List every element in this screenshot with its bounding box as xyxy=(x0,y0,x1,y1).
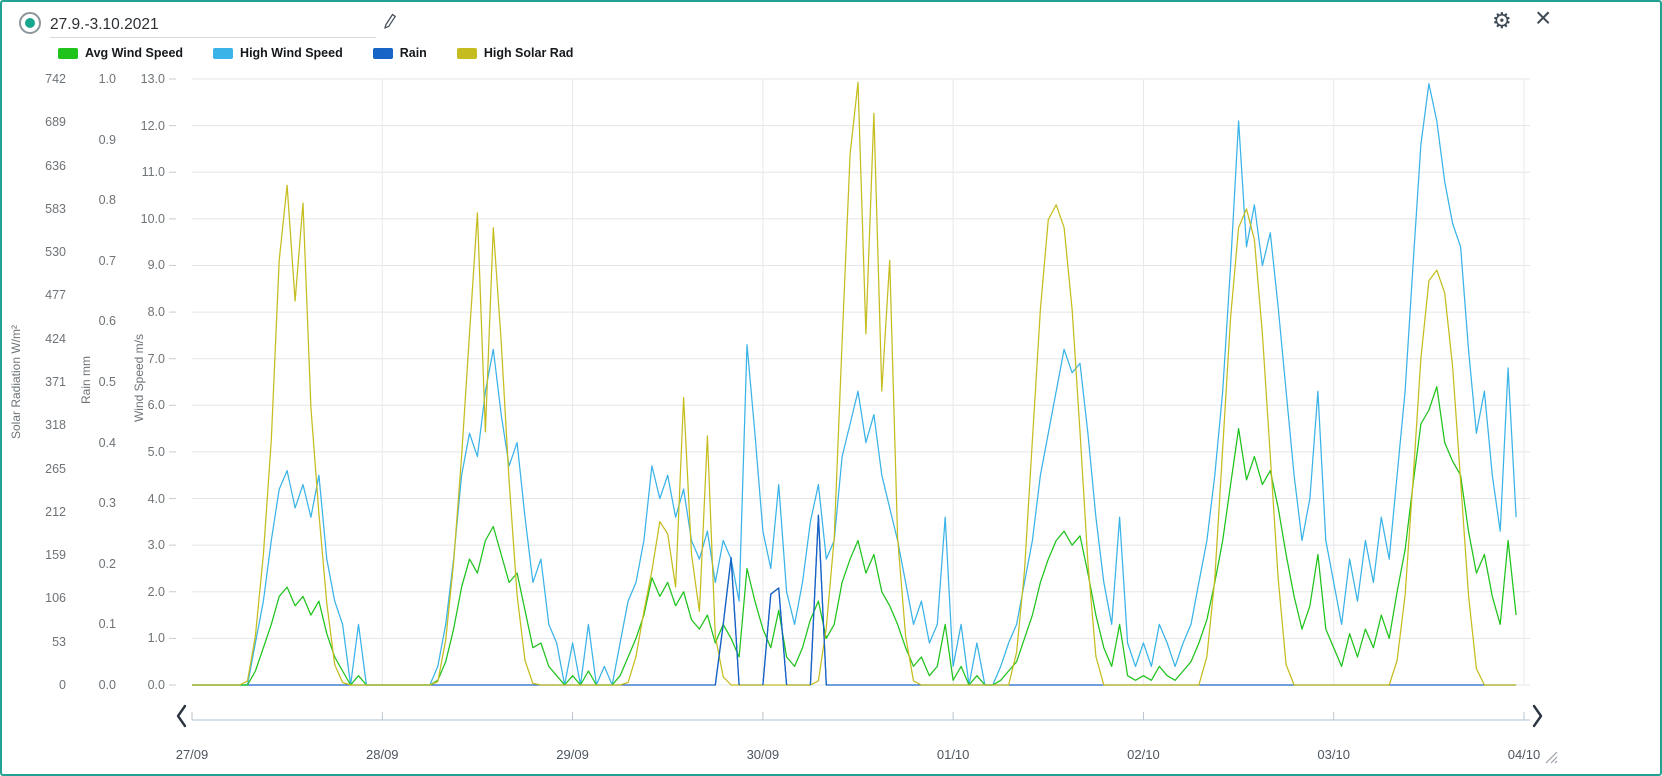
wind-tick-label: 11.0 xyxy=(141,165,165,180)
rain-tick-label: 0.9 xyxy=(98,132,116,147)
x-axis-date-label: 01/10 xyxy=(936,747,970,762)
wind-tick-label: 10.0 xyxy=(140,211,165,226)
solar-tick-label: 159 xyxy=(45,548,66,563)
wind-tick-label: 5.0 xyxy=(147,444,165,459)
wind-tick-label: 0.0 xyxy=(147,678,165,692)
x-axis-date-label: 03/10 xyxy=(1317,747,1350,762)
pan-right-arrow-icon[interactable] xyxy=(1531,703,1545,732)
rain-tick-label: 0.0 xyxy=(98,678,116,692)
solar-tick-label: 212 xyxy=(45,504,66,519)
solar-tick-label: 636 xyxy=(45,158,66,173)
series-line-high-wind-speed xyxy=(192,83,1517,686)
legend-swatch-avg-wind xyxy=(58,47,78,59)
series-line-rain xyxy=(809,514,827,686)
legend-label: High Wind Speed xyxy=(240,46,343,60)
solar-tick-label: 477 xyxy=(45,288,66,303)
radio-selected-indicator[interactable] xyxy=(19,12,41,34)
wind-tick-label: 3.0 xyxy=(147,538,165,553)
solar-tick-label: 689 xyxy=(45,115,66,130)
wind-tick-label: 9.0 xyxy=(147,258,165,273)
solar-tick-label: 0 xyxy=(59,678,66,692)
rain-tick-label: 0.3 xyxy=(98,496,116,511)
rain-tick-label: 1.0 xyxy=(98,72,116,86)
solar-tick-label: 742 xyxy=(45,72,66,86)
edit-pencil-icon[interactable] xyxy=(382,13,397,32)
legend-item-rain[interactable]: Rain xyxy=(372,46,427,60)
series-line-rain xyxy=(192,514,1517,686)
series-line-rain xyxy=(714,557,740,686)
legend-item-avg-wind-speed[interactable]: Avg Wind Speed xyxy=(58,46,183,60)
legend-label: Avg Wind Speed xyxy=(85,46,184,60)
legend-label: High Solar Rad xyxy=(483,46,574,60)
x-axis-date-label: 30/09 xyxy=(746,747,780,762)
pan-left-arrow-icon[interactable] xyxy=(174,703,188,732)
settings-gear-icon[interactable]: ⚙ xyxy=(1492,8,1512,33)
legend-item-high-solar-rad[interactable]: High Solar Rad xyxy=(456,46,574,60)
pencil-icon xyxy=(384,13,397,29)
x-axis-date-label: 02/10 xyxy=(1127,747,1160,762)
rain-tick-label: 0.7 xyxy=(98,253,116,268)
radio-dot xyxy=(25,18,35,28)
legend-swatch-rain xyxy=(372,47,393,59)
wind-tick-label: 12.0 xyxy=(140,118,165,133)
legend-swatch-solar xyxy=(456,47,477,59)
rain-tick-label: 0.5 xyxy=(98,375,116,389)
wind-tick-label: 13.0 xyxy=(140,72,165,86)
series-line-avg-wind-speed xyxy=(192,386,1517,686)
rain-tick-label: 0.4 xyxy=(98,435,116,450)
solar-tick-label: 583 xyxy=(45,201,66,216)
rain-tick-label: 0.2 xyxy=(98,556,116,571)
wind-tick-label: 8.0 xyxy=(147,305,165,320)
legend-swatch-high-wind xyxy=(213,47,234,59)
solar-tick-label: 371 xyxy=(45,375,66,389)
x-axis-date-label: 27/09 xyxy=(175,747,209,762)
chart-legend: Avg Wind Speed High Wind Speed Rain High… xyxy=(58,46,573,60)
wind-tick-label: 7.0 xyxy=(147,351,165,366)
x-axis-date-label: 04/10 xyxy=(1507,747,1541,762)
solar-tick-label: 53 xyxy=(52,634,66,649)
legend-item-high-wind-speed[interactable]: High Wind Speed xyxy=(213,46,343,60)
wind-tick-label: 6.0 xyxy=(147,398,165,413)
resize-handle-icon[interactable] xyxy=(1545,751,1558,769)
wind-tick-label: 2.0 xyxy=(147,584,165,599)
wind-tick-label: 1.0 xyxy=(147,631,165,646)
solar-tick-label: 424 xyxy=(45,331,66,346)
date-range-input[interactable] xyxy=(50,13,376,38)
solar-tick-label: 318 xyxy=(45,418,66,433)
legend-label: Rain xyxy=(399,46,427,60)
solar-tick-label: 530 xyxy=(45,245,66,260)
x-axis-date-label: 28/09 xyxy=(366,747,399,762)
rain-tick-label: 0.8 xyxy=(98,193,116,208)
solar-tick-label: 265 xyxy=(45,461,66,476)
close-icon[interactable]: × xyxy=(1535,2,1552,33)
rain-tick-label: 0.1 xyxy=(98,617,116,632)
series-line-rain xyxy=(762,587,788,686)
solar-tick-label: 106 xyxy=(45,591,66,606)
series-line-high-solar-rad xyxy=(192,81,1517,686)
rain-tick-label: 0.6 xyxy=(98,314,116,329)
wind-tick-label: 4.0 xyxy=(147,491,165,506)
x-axis-date-label: 29/09 xyxy=(556,747,589,762)
